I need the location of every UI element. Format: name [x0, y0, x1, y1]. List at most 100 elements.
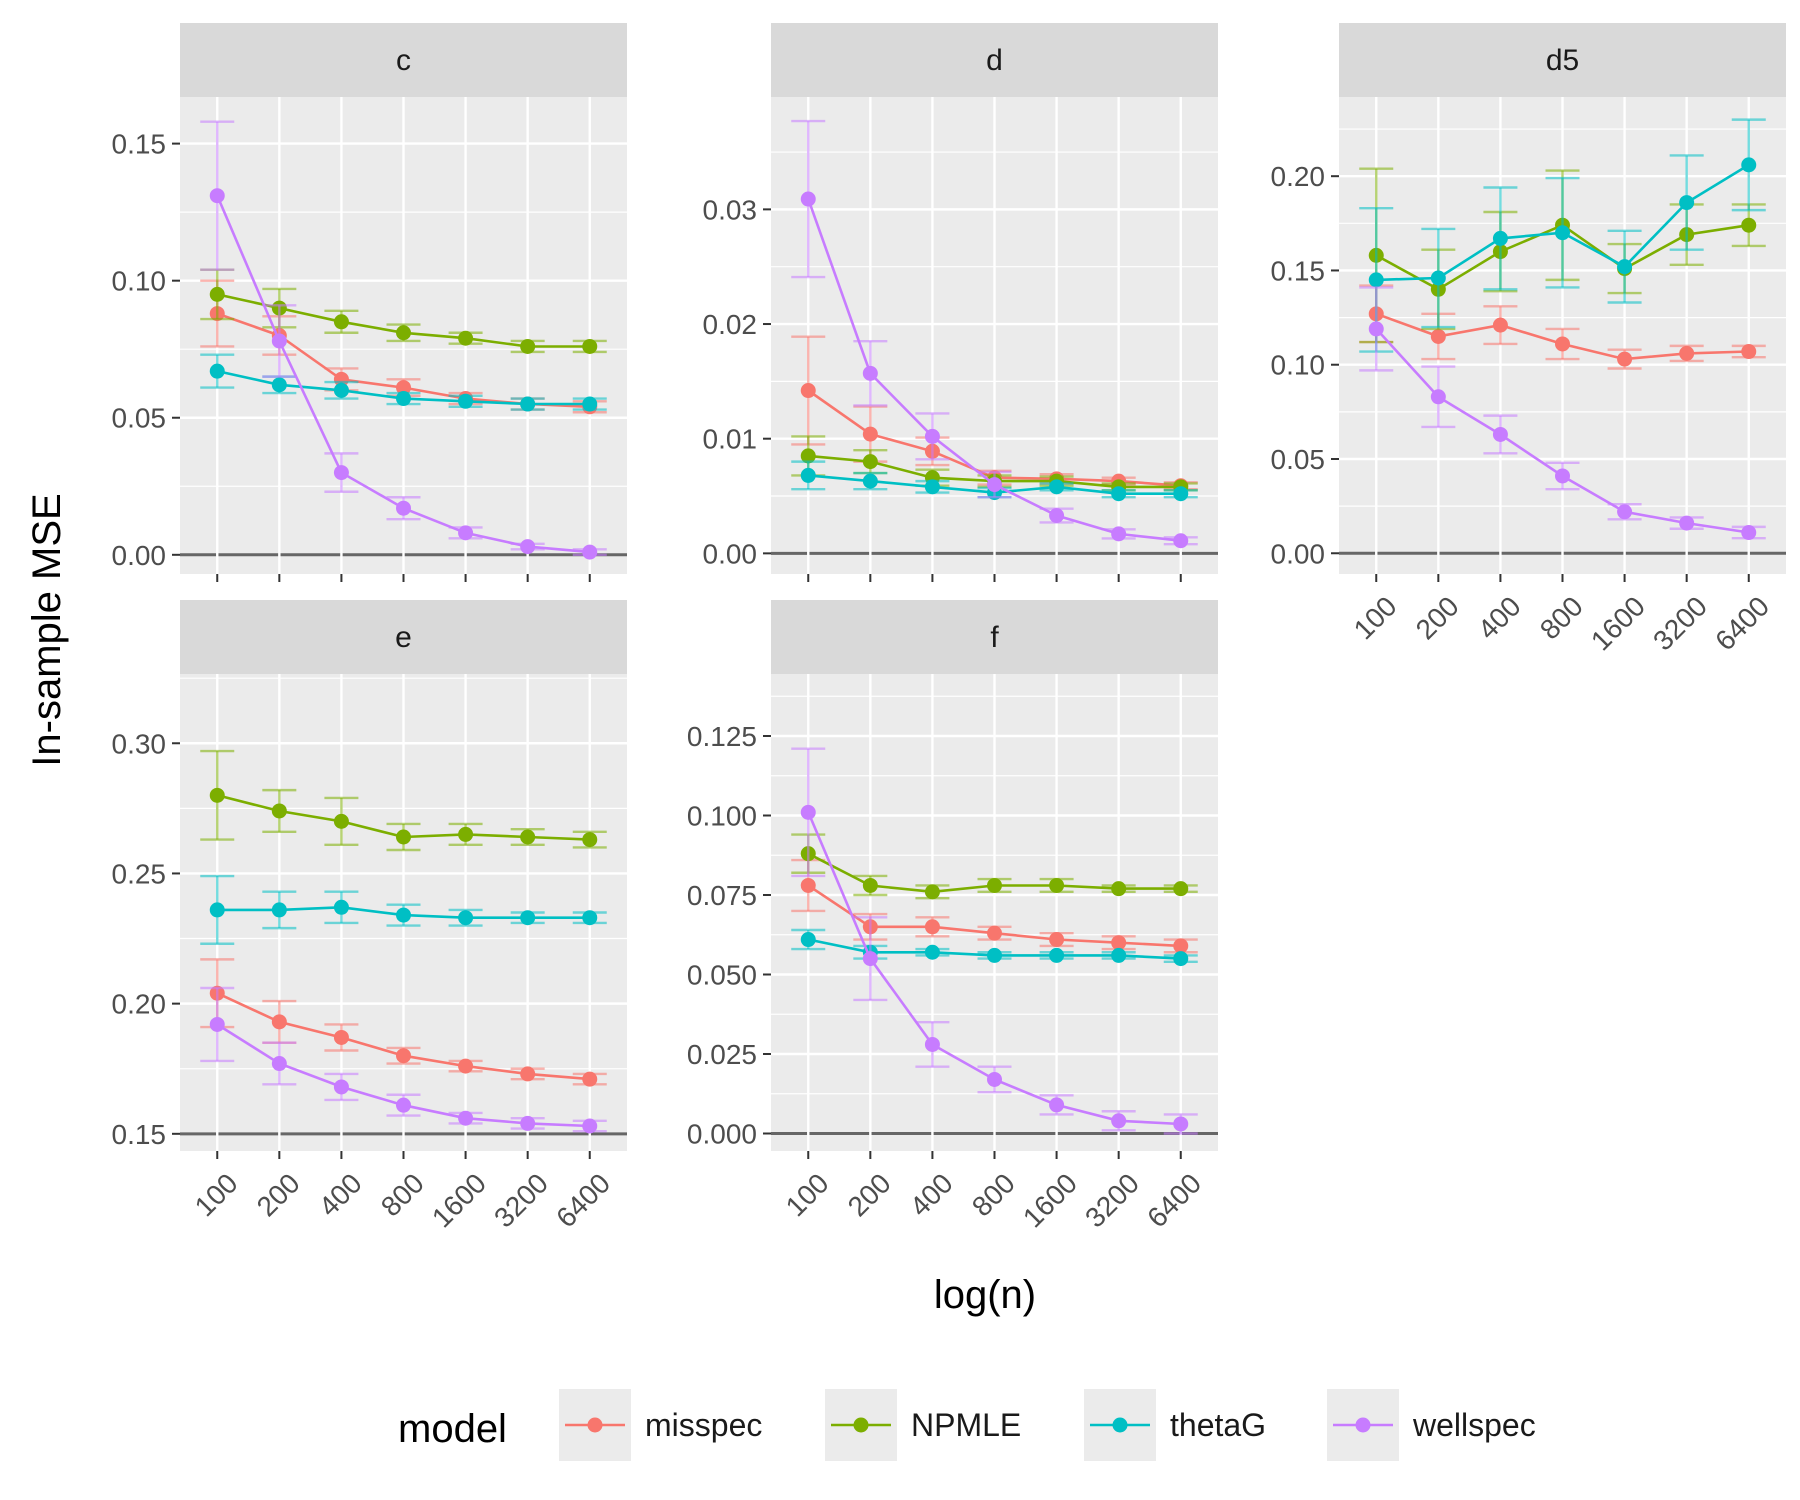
legend-label: wellspec — [1412, 1407, 1536, 1443]
series-misspec — [791, 858, 1198, 954]
facet-label: d — [986, 44, 1003, 77]
data-point — [1368, 272, 1384, 288]
legend-key-point — [1355, 1417, 1371, 1433]
data-point — [987, 477, 1002, 493]
facet-strip — [771, 600, 1218, 674]
data-point — [333, 382, 349, 398]
data-point — [1111, 881, 1127, 897]
data-point — [520, 338, 536, 354]
data-point — [1741, 217, 1757, 233]
x-tick-label: 100 — [189, 1167, 244, 1222]
data-point — [1741, 344, 1757, 360]
facet-strip — [771, 23, 1218, 97]
data-point — [396, 325, 411, 341]
series-thetaG — [200, 874, 607, 945]
data-point — [987, 1071, 1002, 1087]
data-point — [1555, 225, 1570, 241]
data-point — [271, 1056, 287, 1072]
y-tick-label: 0.03 — [703, 194, 758, 225]
y-tick-label: 0.30 — [112, 728, 167, 759]
data-point — [396, 1048, 411, 1064]
x-tick-label: 6400 — [1141, 1167, 1207, 1233]
x-tick-label: 3200 — [488, 1167, 554, 1233]
data-point — [582, 910, 598, 926]
legend-item-thetaG: thetaG — [1084, 1389, 1266, 1461]
y-tick-label: 0.00 — [703, 538, 758, 569]
data-point — [1555, 468, 1570, 484]
data-point — [1111, 1113, 1127, 1129]
data-point — [1555, 336, 1570, 352]
data-point — [987, 877, 1002, 893]
data-point — [1049, 932, 1065, 948]
x-tick-label: 800 — [375, 1167, 430, 1222]
data-point — [800, 448, 816, 464]
data-point — [333, 899, 349, 915]
panel-f: f 0.000 0.025 0.050 0.075 0.100 0.125 100 200 400… — [687, 600, 1218, 1233]
data-point — [209, 1016, 225, 1032]
data-point — [1492, 230, 1508, 246]
panel-d5: d5 0.00 0.05 0.10 0.15 0.20 100 200 400 800160032… — [1271, 23, 1786, 656]
y-tick-label: 0.15 — [1271, 255, 1326, 286]
data-point — [1741, 157, 1757, 173]
data-point — [862, 426, 878, 442]
y-tick-label: 0.05 — [1271, 444, 1326, 475]
data-point — [209, 363, 225, 379]
data-point — [862, 454, 878, 470]
data-point — [1111, 935, 1127, 951]
y-tick-label: 0.01 — [703, 424, 758, 455]
x-tick-label: 400 — [904, 1167, 959, 1222]
x-axis-title: log(n) — [934, 1273, 1036, 1317]
data-point — [520, 910, 536, 926]
panel-c: c 0.00 0.05 0.10 0.15 — [112, 23, 627, 582]
y-tick-label: 0.10 — [112, 266, 167, 297]
data-point — [582, 338, 598, 354]
data-point — [520, 829, 536, 845]
data-point — [1049, 877, 1065, 893]
legend-label: misspec — [645, 1407, 762, 1443]
series-wellspec — [200, 986, 607, 1134]
data-point — [396, 829, 411, 845]
data-point — [924, 884, 940, 900]
legend-key-point — [587, 1417, 603, 1433]
data-point — [209, 787, 225, 803]
y-tick-label: 0.15 — [112, 129, 167, 160]
data-point — [862, 365, 878, 381]
data-point — [458, 910, 474, 926]
x-tick-label: 400 — [1472, 590, 1527, 645]
data-point — [1173, 951, 1189, 967]
data-point — [1679, 345, 1695, 361]
x-tick-label: 800 — [1534, 590, 1589, 645]
data-point — [800, 467, 816, 483]
panels: c 0.00 0.05 0.10 0.15 d 0.00 0.01 0.02 0.03 d5 0.00… — [112, 23, 1786, 1233]
x-tick-label: 1600 — [1017, 1167, 1083, 1233]
facet-strip — [1339, 23, 1786, 97]
data-point — [924, 919, 940, 935]
panel-d: d 0.00 0.01 0.02 0.03 — [703, 23, 1218, 582]
data-point — [271, 803, 287, 819]
data-point — [1173, 1116, 1189, 1132]
data-point — [924, 944, 940, 960]
facet-label: f — [990, 621, 999, 654]
data-point — [333, 813, 349, 829]
x-tick-label: 100 — [780, 1167, 835, 1222]
series-wellspec — [200, 120, 607, 560]
data-point — [396, 1097, 411, 1113]
x-tick-label: 200 — [1410, 590, 1465, 645]
legend-item-wellspec: wellspec — [1327, 1389, 1536, 1461]
series-wellspec — [791, 119, 1198, 549]
data-point — [458, 1110, 474, 1126]
y-axis-title: In-sample MSE — [25, 493, 69, 766]
data-point — [458, 525, 474, 541]
series-thetaG — [1359, 118, 1766, 353]
legend-item-misspec: misspec — [559, 1389, 762, 1461]
data-point — [862, 951, 878, 967]
data-point — [1679, 195, 1695, 211]
data-point — [396, 380, 411, 396]
data-point — [396, 500, 411, 516]
data-point — [1111, 526, 1127, 542]
data-point — [1492, 426, 1508, 442]
data-point — [924, 428, 940, 444]
data-point — [987, 925, 1002, 941]
legend-item-NPMLE: NPMLE — [825, 1389, 1021, 1461]
x-tick-label: 200 — [251, 1167, 306, 1222]
